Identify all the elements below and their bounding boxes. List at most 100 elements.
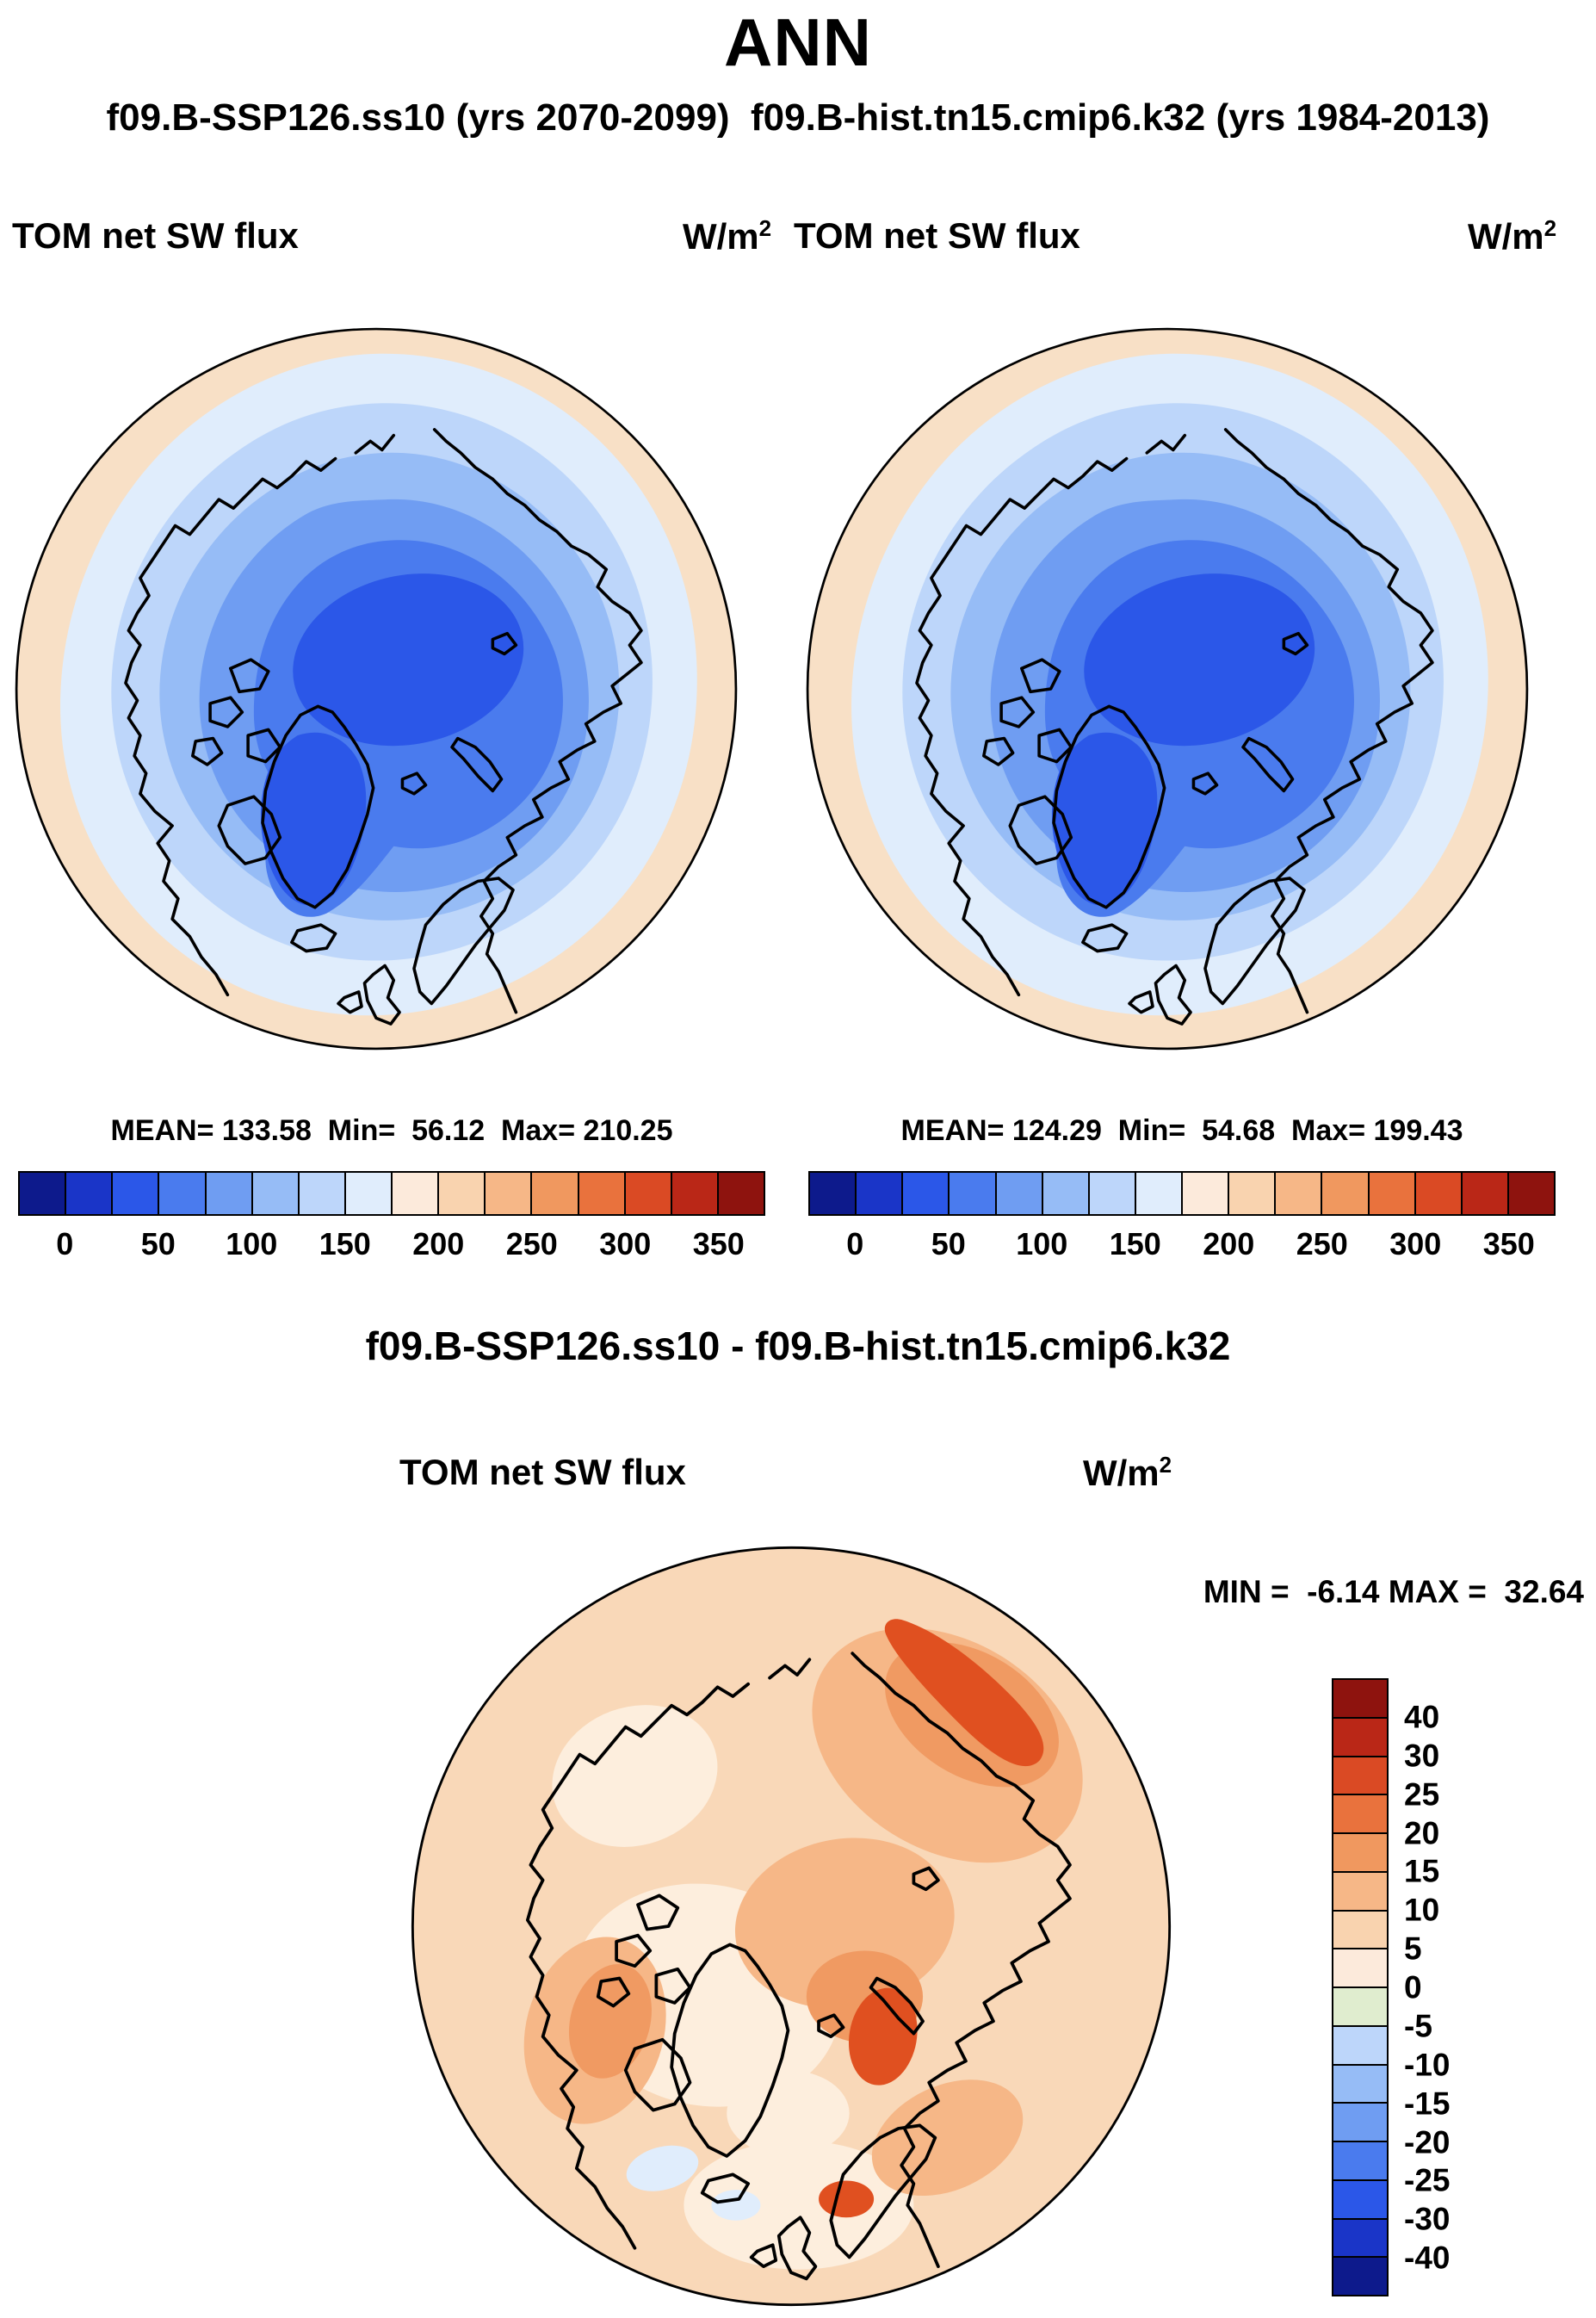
colorbar-cell: [901, 1173, 949, 1214]
colorbar-cell: [1460, 1173, 1507, 1214]
colorbar-tick-label: 0: [1404, 1969, 1422, 2005]
units-base: W/m: [1083, 1453, 1160, 1493]
colorbar-cell: [297, 1173, 344, 1214]
colorbar-tick-label: 5: [1404, 1931, 1422, 1967]
right-panel-variable-label: TOM net SW flux: [794, 215, 1080, 256]
colorbar-cell: [437, 1173, 485, 1214]
colorbar-cell: [810, 1173, 856, 1214]
colorbar-cell: [20, 1173, 65, 1214]
colorbar-cell: [1506, 1173, 1554, 1214]
colorbar-tick-label: -25: [1404, 2162, 1451, 2198]
map-ssp126-polar-plot: [12, 325, 740, 1053]
colorbar-tick-label: 200: [412, 1226, 465, 1261]
left-colorbar-ticks: 0 50 100 150 200 250 300 350: [18, 1226, 765, 1266]
units-base: W/m: [1468, 216, 1544, 257]
right-colorbar: [808, 1171, 1556, 1216]
colorbar-cell: [716, 1173, 764, 1214]
colorbar-tick-label: 250: [505, 1226, 558, 1261]
colorbar-cell: [1333, 2102, 1387, 2141]
right-colorbar-ticks: 0 50 100 150 200 250 300 350: [808, 1226, 1556, 1266]
colorbar-cell: [158, 1173, 205, 1214]
colorbar-cell: [1333, 1870, 1387, 1910]
colorbar-tick-label: 0: [56, 1226, 74, 1261]
left-panel-stats: MEAN= 133.58 Min= 56.12 Max= 210.25: [110, 1114, 673, 1147]
colorbar-tick-label: 350: [1482, 1226, 1535, 1261]
colorbar-cell: [1333, 2024, 1387, 2064]
map-hist-polar-plot: [803, 325, 1531, 1053]
colorbar-cell: [1333, 1680, 1387, 1717]
colorbar-tick-label: 20: [1404, 1815, 1440, 1850]
colorbar-tick-label: -10: [1404, 2047, 1451, 2083]
colorbar-cell: [1333, 2179, 1387, 2218]
difference-title: f09.B-SSP126.ss10 - f09.B-hist.tn15.cmip…: [365, 1323, 1231, 1368]
colorbar-cell: [948, 1173, 995, 1214]
units-exponent: 2: [1159, 1452, 1172, 1478]
colorbar-cell: [1087, 1173, 1135, 1214]
colorbar-tick-label: 15: [1404, 1853, 1440, 1889]
colorbar-tick-label: -15: [1404, 2086, 1451, 2122]
colorbar-tick-label: -30: [1404, 2201, 1451, 2237]
colorbar-cell: [484, 1173, 531, 1214]
colorbar-cell: [1321, 1173, 1368, 1214]
colorbar-cell: [530, 1173, 578, 1214]
colorbar-cell: [670, 1173, 717, 1214]
left-colorbar: [18, 1171, 765, 1216]
colorbar-cell: [1333, 2217, 1387, 2257]
colorbar-tick-label: 200: [1203, 1226, 1255, 1261]
colorbar-cell: [994, 1173, 1042, 1214]
diff-colorbar-labels: 40 30 25 20 15 10 5 0 -5 -10 -15 -20 -25 -30 -40: [1404, 1678, 1507, 2296]
colorbar-cell: [855, 1173, 902, 1214]
colorbar-cell: [65, 1173, 112, 1214]
colorbar-cell: [1414, 1173, 1461, 1214]
colorbar-cell: [1274, 1173, 1321, 1214]
left-panel-units-label: W/m2: [683, 215, 771, 257]
right-panel-stats: MEAN= 124.29 Min= 54.68 Max= 199.43: [900, 1114, 1463, 1147]
colorbar-cell: [1333, 1716, 1387, 1756]
colorbar-cell: [111, 1173, 158, 1214]
diff-colorbar: [1332, 1678, 1389, 2296]
left-panel-variable-label: TOM net SW flux: [12, 215, 299, 256]
colorbar-tick-label: 150: [319, 1226, 371, 1261]
colorbar-tick-label: 40: [1404, 1699, 1440, 1735]
colorbar-cell: [1041, 1173, 1088, 1214]
diff-units-label: W/m2: [1083, 1452, 1172, 1494]
colorbar-cell: [1333, 2256, 1387, 2295]
colorbar-cell: [251, 1173, 298, 1214]
colorbar-cell: [1333, 1794, 1387, 1832]
right-panel-units-label: W/m2: [1468, 215, 1556, 257]
colorbar-tick-label: 250: [1296, 1226, 1348, 1261]
colorbar-tick-label: 300: [1389, 1226, 1442, 1261]
colorbar-tick-label: 100: [226, 1226, 278, 1261]
colorbar-tick-label: 300: [599, 1226, 652, 1261]
colorbar-cell: [1333, 1832, 1387, 1871]
colorbar-cell: [1333, 2063, 1387, 2103]
colorbar-cell: [1333, 1948, 1387, 1986]
units-exponent: 2: [1543, 215, 1557, 241]
colorbar-tick-label: 50: [140, 1226, 176, 1261]
diff-variable-label: TOM net SW flux: [399, 1452, 686, 1492]
units-base: W/m: [683, 216, 759, 257]
colorbar-cell: [1333, 1755, 1387, 1794]
colorbar-tick-label: -20: [1404, 2124, 1451, 2160]
colorbar-cell: [1367, 1173, 1414, 1214]
colorbar-cell: [1333, 2141, 1387, 2179]
colorbar-cell: [577, 1173, 624, 1214]
colorbar-cell: [204, 1173, 251, 1214]
colorbar-cell: [623, 1173, 671, 1214]
colorbar-cell: [343, 1173, 391, 1214]
subtitle-case-names: f09.B-SSP126.ss10 (yrs 2070-2099) f09.B-…: [106, 96, 1490, 139]
page-title: ANN: [724, 4, 872, 80]
map-difference-polar-plot: [408, 1543, 1174, 2309]
colorbar-tick-label: -40: [1404, 2240, 1451, 2276]
colorbar-cell: [391, 1173, 438, 1214]
colorbar-tick-label: 30: [1404, 1738, 1440, 1774]
colorbar-cell: [1181, 1173, 1228, 1214]
colorbar-tick-label: -5: [1404, 2008, 1432, 2044]
colorbar-cell: [1134, 1173, 1181, 1214]
diff-minmax-stats: MIN = -6.14 MAX = 32.64: [1203, 1574, 1584, 1609]
colorbar-tick-label: 10: [1404, 1892, 1440, 1928]
colorbar-tick-label: 350: [692, 1226, 745, 1261]
colorbar-tick-label: 150: [1109, 1226, 1161, 1261]
units-exponent: 2: [758, 215, 772, 241]
